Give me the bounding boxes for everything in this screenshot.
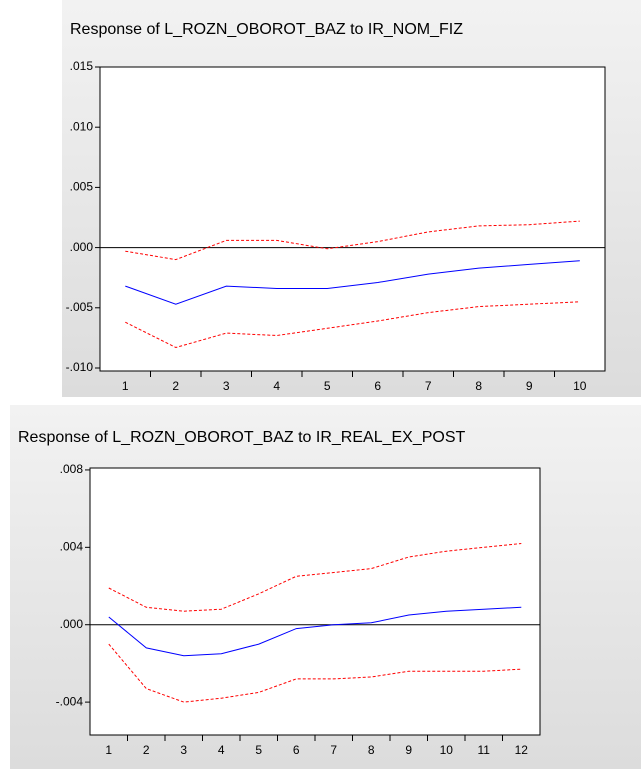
y-tick-label: .010 bbox=[70, 119, 94, 133]
x-tick-label: 9 bbox=[405, 743, 412, 757]
series-line bbox=[125, 260, 580, 305]
y-tick-label: .004 bbox=[60, 539, 84, 553]
series-line bbox=[108, 643, 522, 703]
y-tick-label: .000 bbox=[60, 617, 84, 631]
chart-title: Response of L_ROZN_OBOROT_BAZ to IR_NOM_… bbox=[70, 21, 463, 38]
series-line bbox=[108, 606, 522, 657]
x-tick-label: 7 bbox=[330, 743, 337, 757]
x-tick-label: 6 bbox=[374, 379, 381, 393]
series-line bbox=[125, 220, 580, 261]
y-tick-label: .008 bbox=[60, 462, 84, 476]
x-tick-label: 1 bbox=[122, 379, 129, 393]
x-tick-label: 6 bbox=[293, 743, 300, 757]
y-tick-label: .005 bbox=[70, 180, 94, 194]
x-tick-label: 4 bbox=[218, 743, 225, 757]
x-tick-label: 10 bbox=[573, 379, 587, 393]
y-tick-label: -.010 bbox=[66, 360, 94, 374]
x-tick-label: 7 bbox=[425, 379, 432, 393]
y-tick-label: .000 bbox=[70, 240, 94, 254]
x-tick-label: 12 bbox=[515, 743, 529, 757]
plot-area bbox=[99, 66, 606, 372]
x-tick-label: 3 bbox=[180, 743, 187, 757]
x-tick-label: 4 bbox=[273, 379, 280, 393]
y-tick-label: -.005 bbox=[66, 300, 94, 314]
x-tick-label: 11 bbox=[478, 743, 491, 757]
x-tick-label: 9 bbox=[526, 379, 533, 393]
chart-title: Response of L_ROZN_OBOROT_BAZ to IR_REAL… bbox=[18, 429, 466, 446]
x-tick-label: 8 bbox=[368, 743, 375, 757]
x-tick-label: 1 bbox=[105, 743, 112, 757]
x-tick-label: 8 bbox=[475, 379, 482, 393]
x-tick-label: 2 bbox=[172, 379, 179, 393]
y-tick-label: -.004 bbox=[56, 694, 84, 708]
y-tick-label: .015 bbox=[70, 59, 94, 73]
x-tick-label: 5 bbox=[255, 743, 262, 757]
plot-area bbox=[89, 467, 541, 736]
x-tick-label: 3 bbox=[223, 379, 230, 393]
x-tick-label: 10 bbox=[440, 743, 454, 757]
x-tick-label: 5 bbox=[324, 379, 331, 393]
x-tick-label: 2 bbox=[143, 743, 150, 757]
series-line bbox=[125, 301, 580, 349]
